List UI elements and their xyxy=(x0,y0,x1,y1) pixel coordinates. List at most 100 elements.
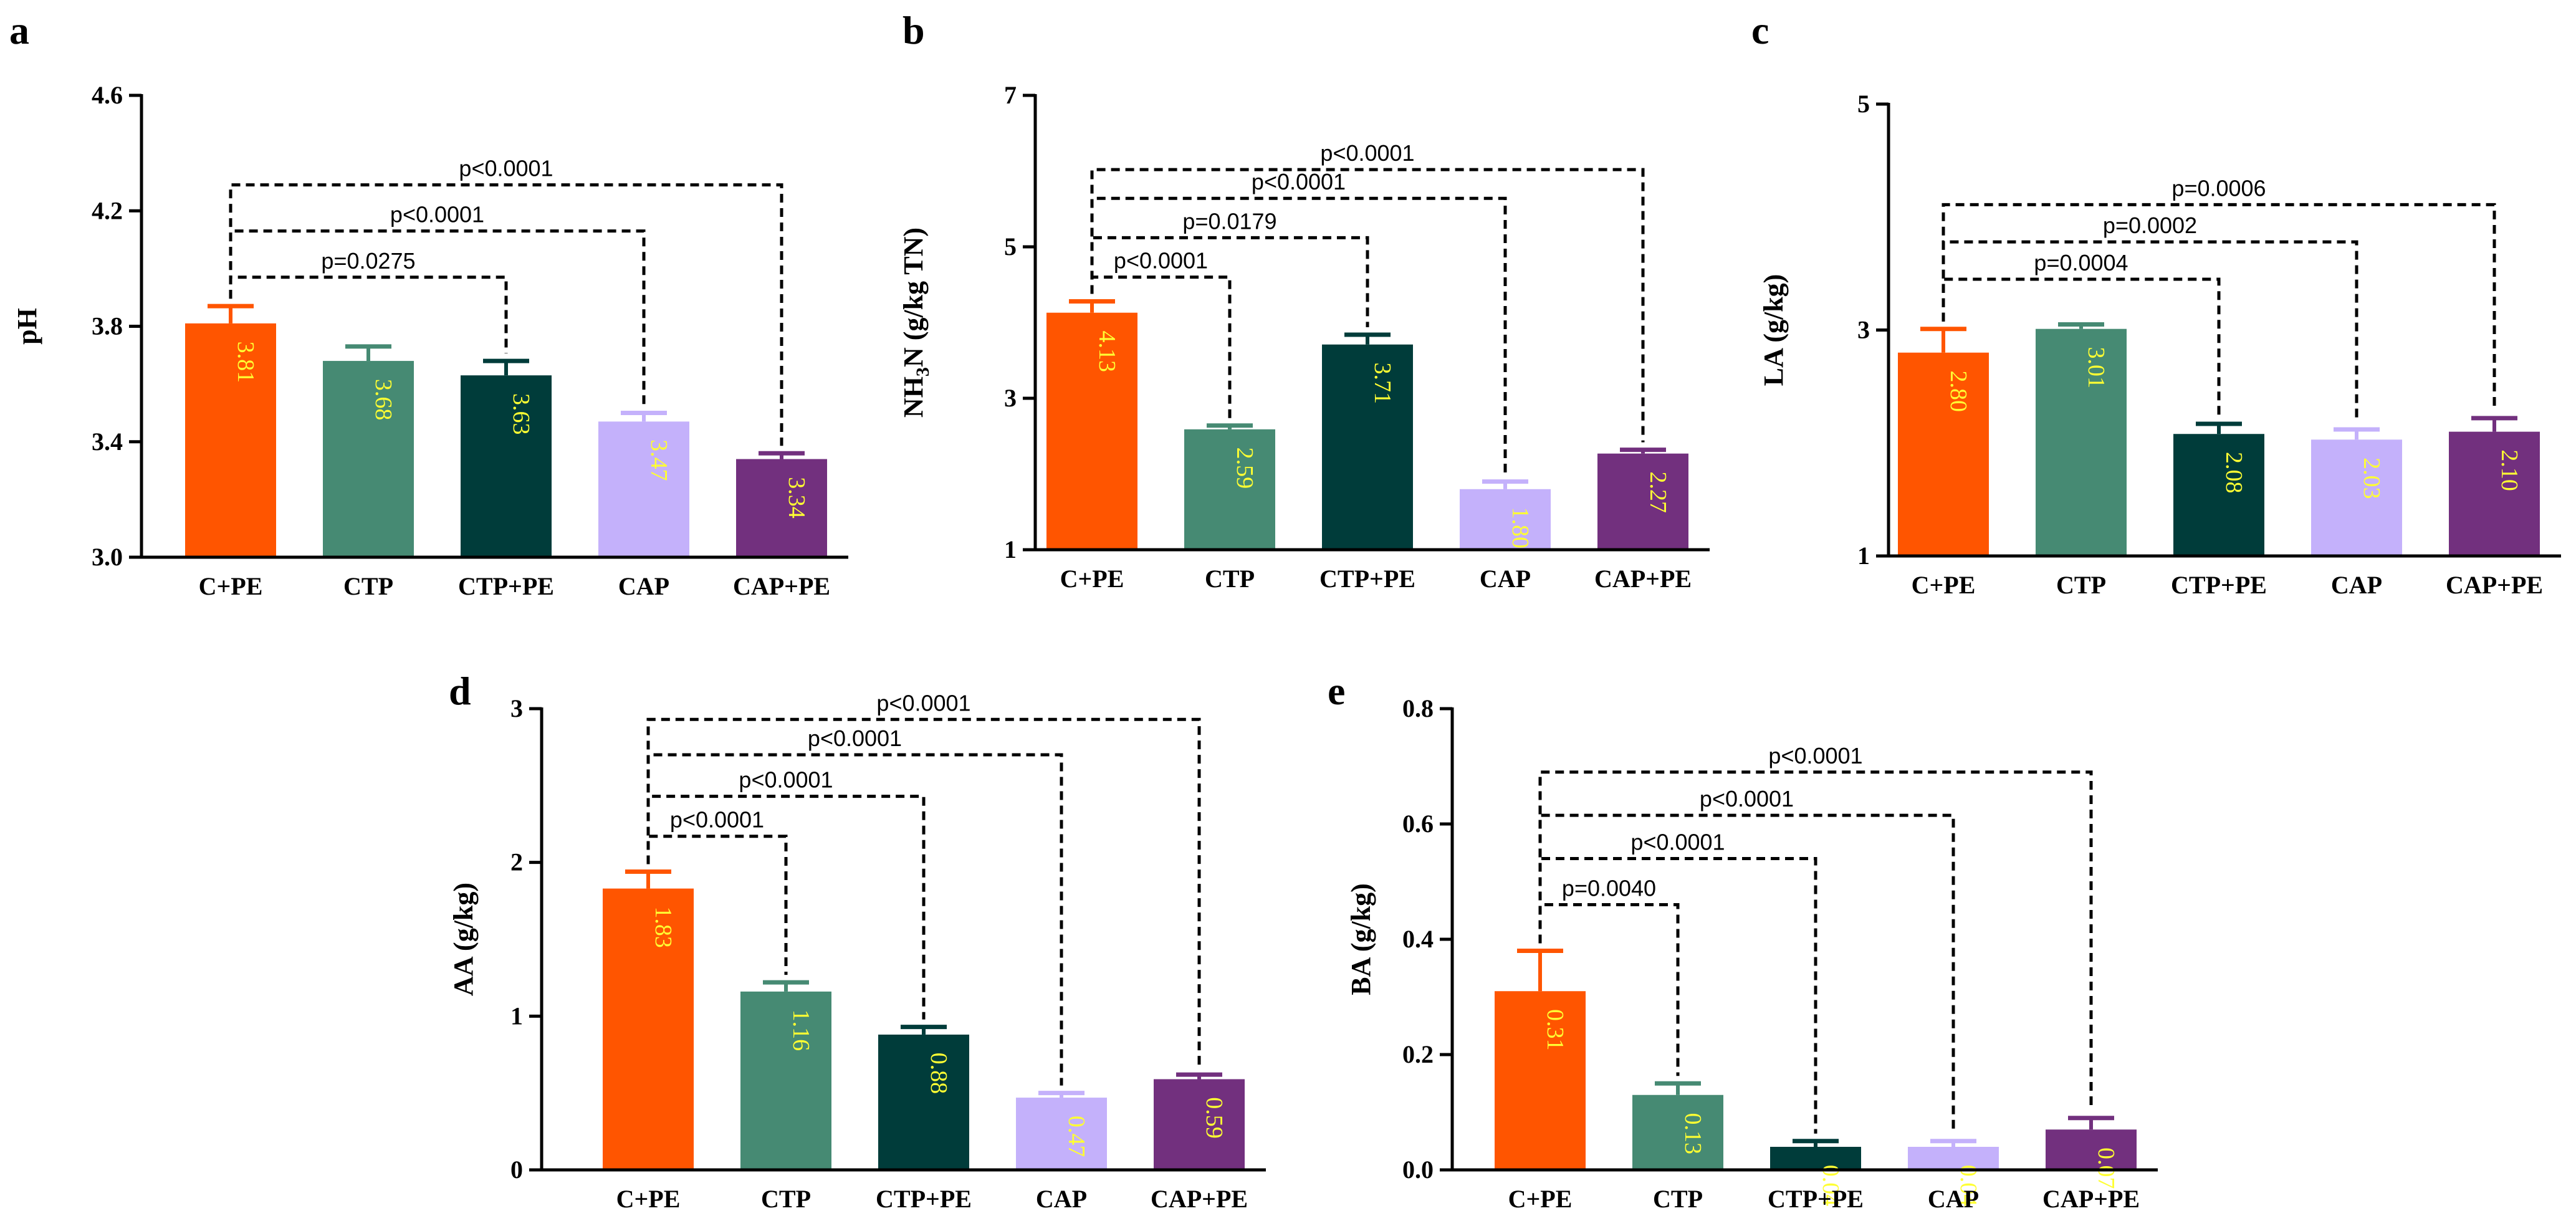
value-label: 0.59 xyxy=(1201,1097,1227,1139)
value-label: 2.10 xyxy=(2496,449,2522,491)
y-tick-label: 3.8 xyxy=(92,312,123,340)
y-tick-label: 0.2 xyxy=(1402,1040,1434,1068)
category-label: CAP+PE xyxy=(1151,1185,1248,1213)
category-label: CAP xyxy=(1480,565,1531,593)
panel-letter: d xyxy=(449,669,471,713)
value-label: 1.80 xyxy=(1507,507,1533,549)
category-label: C+PE xyxy=(1912,571,1976,599)
p-value-label: p<0.0001 xyxy=(670,807,764,833)
bar-cap-plus-pe xyxy=(2449,431,2540,556)
bar-cap xyxy=(598,421,689,557)
panel-letter: a xyxy=(9,8,29,52)
category-label: C+PE xyxy=(1060,565,1124,593)
bar-cap-plus-pe xyxy=(2046,1129,2137,1170)
p-value-label: p=0.0040 xyxy=(1562,876,1656,901)
value-label: 0.04 xyxy=(1817,1165,1844,1207)
y-tick-label: 3 xyxy=(1004,384,1017,412)
bar-ctp-plus-pe xyxy=(1322,344,1413,550)
value-label: 0.88 xyxy=(926,1053,952,1094)
value-label: 3.81 xyxy=(232,342,259,383)
category-label: C+PE xyxy=(199,572,263,600)
value-label: 3.71 xyxy=(1369,362,1396,404)
p-value-label: p=0.0179 xyxy=(1182,208,1276,234)
chart-panel-e: e BA (g/kg) 0.0 0.2 0.4 0.6 0.8 0.31 C+PE 0.13 CTP… xyxy=(1328,669,2158,1213)
category-label: CAP+PE xyxy=(733,572,830,600)
significance-bracket xyxy=(229,275,508,354)
bar-c-plus-pe xyxy=(1495,991,1586,1170)
significance-bracket xyxy=(646,835,788,975)
bar-ctp-plus-pe xyxy=(1770,1147,1861,1170)
chart-panel-c: c LA (g/kg) 1 3 5 2.80 C+PE 3.01 CTP 2.08 CTP+PE 2.… xyxy=(1751,8,2561,599)
p-value-label: p<0.0001 xyxy=(459,156,553,181)
bar-cap-plus-pe xyxy=(736,459,827,557)
p-value-label: p<0.0001 xyxy=(1320,140,1414,166)
panel-letter: e xyxy=(1328,669,1345,713)
value-label: 1.16 xyxy=(788,1010,814,1051)
y-tick-label: 7 xyxy=(1004,81,1017,109)
bar-cap-plus-pe xyxy=(1154,1079,1245,1170)
chart-panel-a: a pH 3.0 3.4 3.8 4.2 4.6 3.81 C+PE 3.68 CTP 3.63 CTP… xyxy=(9,8,848,600)
y-axis-label-main: NH xyxy=(898,376,929,418)
category-label: CAP xyxy=(1036,1185,1087,1213)
y-tick-label: 5 xyxy=(1857,90,1870,118)
y-axis-label: BA (g/kg) xyxy=(1346,883,1376,995)
bar-ctp xyxy=(323,361,414,557)
value-label: 2.80 xyxy=(1945,371,1971,413)
y-tick-label: 4.6 xyxy=(92,81,123,109)
value-label: 0.47 xyxy=(1063,1116,1089,1157)
bar-c-plus-pe xyxy=(1046,312,1137,550)
y-tick-label: 3.0 xyxy=(92,543,123,571)
category-label: CTP+PE xyxy=(1768,1185,1864,1213)
category-label: CTP xyxy=(1653,1185,1703,1213)
category-label: CTP xyxy=(343,572,393,600)
category-label: CTP+PE xyxy=(458,572,554,600)
category-label: CAP+PE xyxy=(2042,1185,2140,1213)
significance-bracket xyxy=(1942,203,2496,411)
bar-c-plus-pe xyxy=(185,323,276,557)
significance-bracket xyxy=(229,229,646,406)
value-label: 4.13 xyxy=(1094,330,1120,372)
y-tick-label: 1 xyxy=(1857,542,1870,570)
p-value-label: p<0.0001 xyxy=(390,202,484,227)
bar-ctp-plus-pe xyxy=(2173,434,2264,556)
significance-bracket xyxy=(229,183,783,446)
p-value-label: p<0.0001 xyxy=(1114,248,1208,274)
y-axis-label: pH xyxy=(12,308,42,345)
panel-letter: c xyxy=(1751,8,1769,52)
category-label: CAP xyxy=(2331,571,2382,599)
significance-bracket xyxy=(646,717,1201,1068)
category-label: CAP xyxy=(618,572,669,600)
value-label: 2.08 xyxy=(2221,452,2247,494)
p-value-label: p=0.0006 xyxy=(2171,175,2266,201)
y-tick-label: 3 xyxy=(1857,316,1870,344)
bar-ctp xyxy=(1184,429,1275,550)
panel-letter: b xyxy=(903,8,925,52)
y-tick-label: 0 xyxy=(510,1156,523,1184)
y-axis-label: NH3N (g/kg TN) xyxy=(898,227,933,418)
significance-bracket xyxy=(1538,770,2093,1111)
p-value-label: p<0.0001 xyxy=(1768,743,1862,769)
bar-c-plus-pe xyxy=(1898,352,1989,556)
p-value-label: p=0.0002 xyxy=(2103,213,2197,238)
bar-ctp-plus-pe xyxy=(878,1034,969,1170)
category-label: CAP+PE xyxy=(2446,571,2543,599)
p-value-label: p<0.0001 xyxy=(1252,169,1346,194)
category-label: CTP xyxy=(761,1185,811,1213)
bar-cap xyxy=(1016,1098,1107,1170)
p-value-label: p<0.0001 xyxy=(808,725,902,751)
y-tick-label: 3 xyxy=(510,694,523,722)
value-label: 0.13 xyxy=(1680,1113,1706,1155)
p-value-label: p<0.0001 xyxy=(739,767,833,793)
bar-ctp-plus-pe xyxy=(461,375,552,557)
significance-bracket xyxy=(1538,813,1955,1134)
value-label: 0.07 xyxy=(2093,1147,2119,1189)
y-axis-label-subscript: 3 xyxy=(912,367,933,376)
y-tick-label: 2 xyxy=(510,848,523,876)
y-tick-label: 0.0 xyxy=(1402,1156,1434,1184)
value-label: 0.31 xyxy=(1542,1009,1568,1051)
y-tick-label: 4.2 xyxy=(92,196,123,224)
value-label: 0.04 xyxy=(1955,1165,1981,1207)
p-value-label: p<0.0001 xyxy=(1630,830,1725,855)
significance-bracket xyxy=(646,753,1063,1086)
